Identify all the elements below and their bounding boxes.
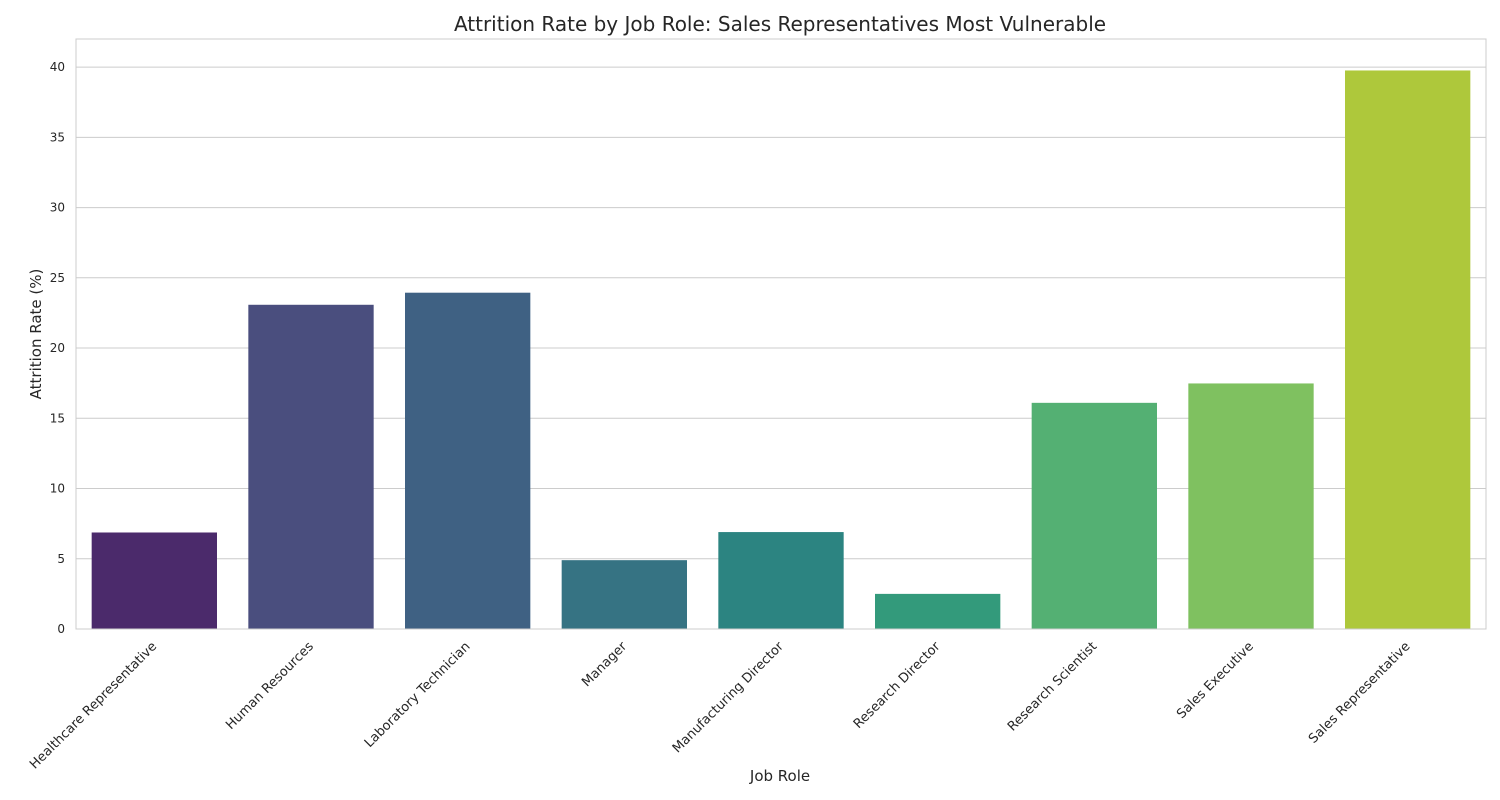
bar xyxy=(875,593,1001,629)
bar xyxy=(1345,70,1471,629)
bar xyxy=(1188,383,1314,629)
bar xyxy=(405,292,531,629)
y-tick-label: 15 xyxy=(50,411,65,425)
plot-frame xyxy=(75,38,1487,630)
x-tick-label: Sales Representative xyxy=(1306,639,1413,746)
bar xyxy=(718,532,844,629)
y-tick-label: 40 xyxy=(50,60,65,74)
y-axis-label: Attrition Rate (%) xyxy=(27,269,45,400)
x-tick-label: Sales Executive xyxy=(1174,639,1257,722)
y-tick-label: 25 xyxy=(50,271,65,285)
y-tick-label: 35 xyxy=(50,130,65,144)
y-tick-label: 0 xyxy=(57,622,65,636)
x-tick-label: Manufacturing Director xyxy=(670,639,787,756)
y-tick-label: 10 xyxy=(50,482,65,496)
y-tick-label: 5 xyxy=(57,552,65,566)
x-tick-label: Research Scientist xyxy=(1005,639,1100,734)
y-tick-label: 20 xyxy=(50,341,65,355)
x-axis-label: Job Role xyxy=(749,767,810,785)
x-tick-label: Manager xyxy=(579,639,630,690)
y-axis: 0 5 10 15 20 25 30 35 40 xyxy=(50,60,65,636)
bar xyxy=(561,560,687,629)
bar xyxy=(248,304,374,629)
y-tick-label: 30 xyxy=(50,201,65,215)
bars-layer xyxy=(91,70,1471,629)
x-tick-label: Research Director xyxy=(851,639,944,732)
x-tick-label: Laboratory Technician xyxy=(362,639,474,751)
x-axis: Healthcare Representative Human Resources… xyxy=(27,639,1413,773)
chart-title: Attrition Rate by Job Role: Sales Repres… xyxy=(454,12,1106,36)
x-tick-label: Healthcare Representative xyxy=(27,639,160,772)
bar xyxy=(91,532,217,629)
bar xyxy=(1031,402,1157,629)
x-tick-label: Human Resources xyxy=(223,639,317,733)
